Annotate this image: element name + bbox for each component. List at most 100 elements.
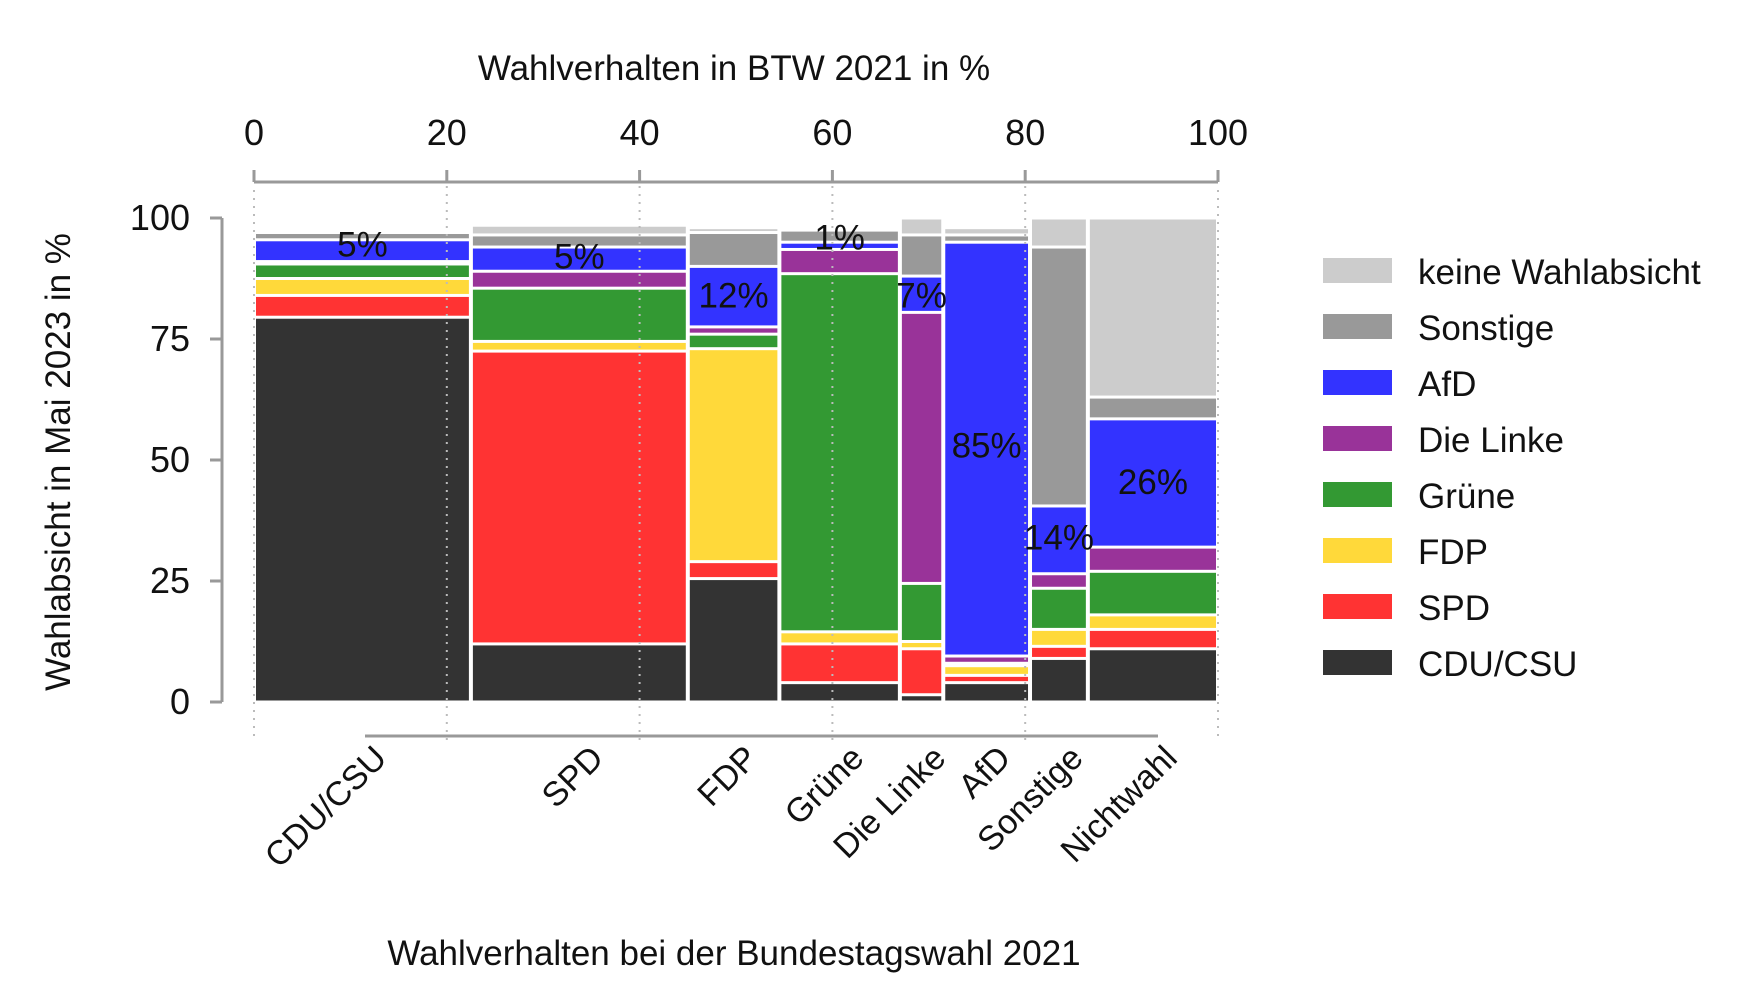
segment-spd-die-linke [472,272,686,287]
segment-sonstige-grüne [1032,589,1086,628]
segment-fdp-cdu-csu [689,580,778,701]
segment-labels: 5% 5% 12% 1% 7% 85% 14% 26% [337,218,1188,557]
segment-label-sonstige: 14% [1024,518,1094,557]
legend-swatch-cdu-csu [1323,650,1392,675]
y-axis-ticks: 0 25 50 75 100 [130,197,222,722]
legend-swatch-fdp [1323,538,1392,563]
segment-die-linke-cdu-csu [901,696,942,701]
y-tick-label: 0 [170,681,190,722]
y-tick-label: 25 [150,560,190,601]
segment-cdu-csu-fdp [256,280,469,294]
y-tick-label: 50 [150,439,190,480]
segment-nichtwahl-spd [1089,630,1216,648]
segment-label-grüne: 1% [814,218,865,257]
category-label-fdp: FDP [690,739,765,814]
segment-grüne-die-linke [781,250,898,273]
segment-spd-grüne [472,289,686,340]
segment-die-linke-afd [901,277,942,311]
legend-label-grüne: Grüne [1418,477,1515,516]
segment-die-linke-sonstige [901,236,942,275]
segment-die-linke-die-linke [901,313,942,582]
segment-nichtwahl-afd [1089,420,1216,546]
segment-die-linke-keine-wahlabsicht [901,219,942,234]
segment-nichtwahl-fdp [1089,616,1216,628]
category-label-spd: SPD [535,739,611,815]
segment-fdp-afd [689,267,778,326]
legend-swatch-sonstige [1323,314,1392,339]
segment-sonstige-spd [1032,647,1086,657]
segment-sonstige-fdp [1032,630,1086,645]
segment-spd-fdp [472,342,686,350]
segment-die-linke-grüne [901,584,942,640]
segment-die-linke-spd [901,650,942,694]
y-tick-label: 100 [130,197,190,238]
segment-cdu-csu-afd [256,241,469,261]
legend-label-fdp: FDP [1418,533,1488,572]
segment-grüne-afd [781,243,898,248]
x-tick-label: 100 [1188,112,1248,153]
segment-die-linke-fdp [901,643,942,648]
segment-cdu-csu-grüne [256,265,469,277]
segment-spd-spd [472,352,686,643]
segment-label-fdp: 12% [699,276,769,315]
x-tick-label: 20 [427,112,467,153]
segment-grüne-spd [781,645,898,682]
legend-label-afd: AfD [1418,365,1476,404]
segment-cdu-csu-sonstige [256,234,469,239]
x-axis-title: Wahlverhalten bei der Bundestagswahl 202… [387,934,1080,973]
segment-fdp-fdp [689,350,778,561]
y-axis-title: Wahlabsicht in Mai 2023 in % [39,233,78,691]
segment-grüne-sonstige [781,231,898,241]
segment-label-nichtwahl: 26% [1118,463,1188,502]
segment-spd-sonstige [472,236,686,246]
segment-sonstige-die-linke [1032,575,1086,587]
x-tick-label: 0 [244,112,264,153]
legend-swatch-die-linke [1323,426,1392,451]
segment-afd-afd [945,243,1029,655]
top-axis-title: Wahlverhalten in BTW 2021 in % [478,49,990,88]
segment-sonstige-afd [1032,507,1086,573]
segment-grüne-cdu-csu [781,684,898,701]
top-axis-ticks: 0 20 40 60 80 100 [244,112,1248,740]
segment-spd-keine-wahlabsicht [472,226,686,234]
segment-label-cdu-csu: 5% [337,226,388,265]
segment-fdp-die-linke [689,328,778,333]
legend-swatch-afd [1323,370,1392,395]
segment-spd-cdu-csu [472,645,686,701]
segment-fdp-spd [689,563,778,578]
category-label-cdu-csu: CDU/CSU [258,739,394,875]
segment-fdp-grüne [689,335,778,348]
legend: keine Wahlabsicht Sonstige AfD Die Linke Grü… [1323,253,1701,684]
segment-afd-fdp [945,667,1029,674]
segment-cdu-csu-spd [256,296,469,316]
segment-fdp-keine-wahlabsicht [689,229,778,232]
x-tick-label: 60 [812,112,852,153]
segment-nichtwahl-sonstige [1089,398,1216,418]
segment-afd-cdu-csu [945,684,1029,701]
segment-fdp-sonstige [689,234,778,265]
segment-grüne-grüne [781,275,898,631]
legend-label-die-linke: Die Linke [1418,421,1564,460]
legend-label-sonstige: Sonstige [1418,309,1554,348]
segment-sonstige-keine-wahlabsicht [1032,219,1086,246]
segment-afd-sonstige [945,236,1029,241]
segment-label-spd: 5% [554,238,605,277]
y-tick-label: 75 [150,318,190,359]
segment-sonstige-cdu-csu [1032,659,1086,701]
segment-nichtwahl-keine-wahlabsicht [1089,219,1216,396]
segment-afd-die-linke [945,657,1029,662]
segment-label-die-linke: 7% [896,276,947,315]
segment-spd-afd [472,248,686,270]
segment-nichtwahl-die-linke [1089,548,1216,570]
segment-grüne-fdp [781,633,898,643]
segment-afd-keine-wahlabsicht [945,229,1029,234]
x-tick-label: 80 [1005,112,1045,153]
x-tick-label: 40 [620,112,660,153]
segment-nichtwahl-grüne [1089,572,1216,614]
segment-label-afd: 85% [952,426,1022,465]
legend-swatch-keine-wahlabsicht [1323,258,1392,283]
legend-label-keine-wahlabsicht: keine Wahlabsicht [1418,253,1701,292]
legend-label-cdu-csu: CDU/CSU [1418,645,1577,684]
